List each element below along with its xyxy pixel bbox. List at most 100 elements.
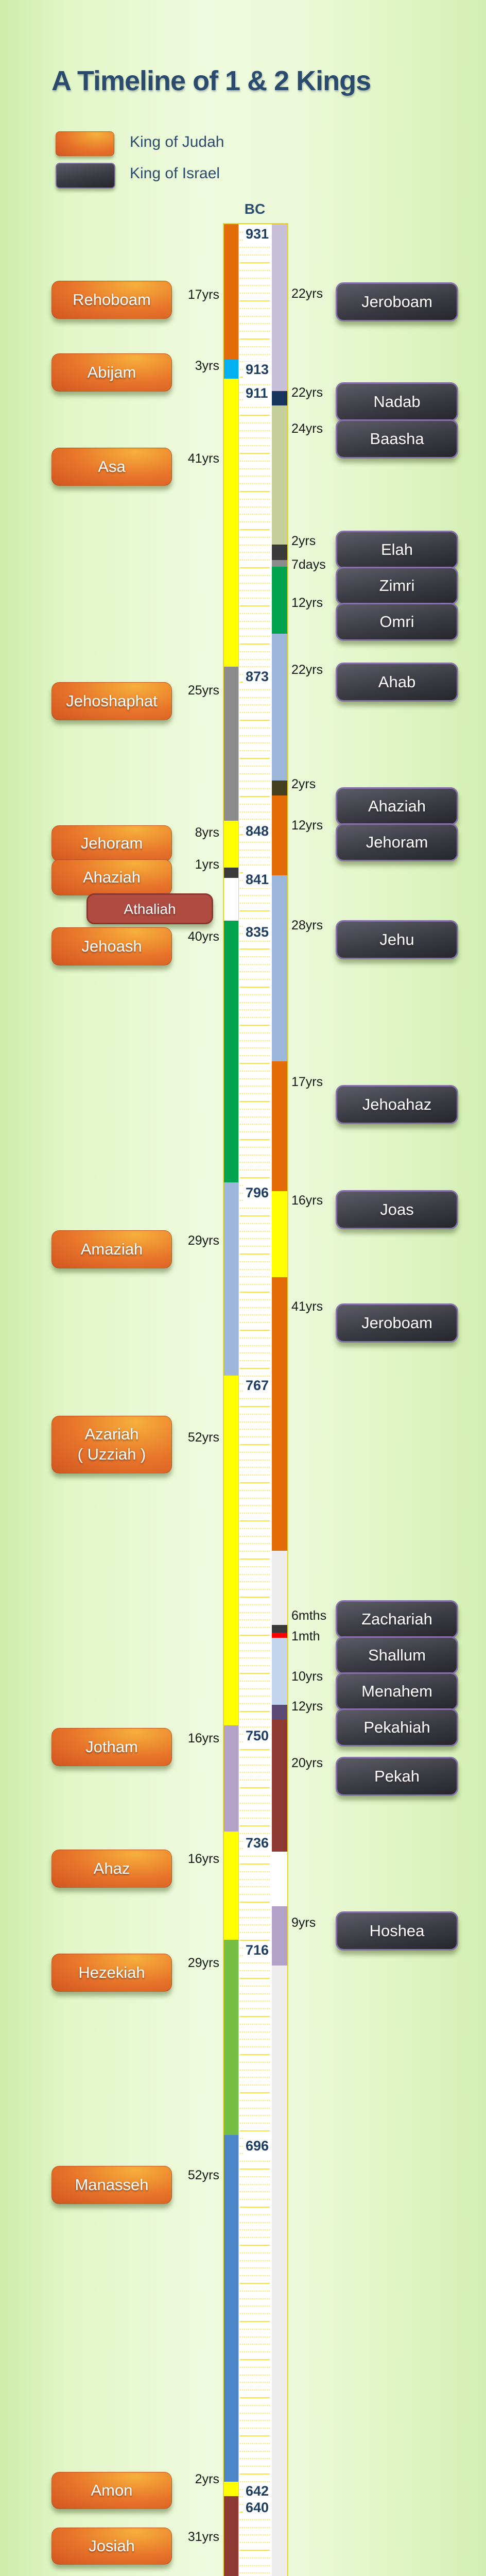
year-gridline bbox=[240, 1543, 270, 1545]
year-gridline bbox=[240, 2092, 270, 2093]
israel-reign-length-jehu: 28yrs bbox=[291, 918, 323, 933]
year-gridline bbox=[240, 2435, 270, 2436]
year-gridline bbox=[240, 483, 270, 485]
year-gridline bbox=[240, 1886, 270, 1888]
year-gridline bbox=[240, 1718, 270, 1720]
year-gridline bbox=[240, 2084, 270, 2086]
israel-king-box-joas: Joas bbox=[336, 1190, 458, 1229]
year-gridline bbox=[240, 1040, 270, 1041]
year-gridline bbox=[240, 590, 270, 591]
year-gridline bbox=[240, 1833, 270, 1834]
judah-reign-length-rehoboam: 17yrs bbox=[187, 287, 219, 302]
israel-segment-elah bbox=[272, 545, 287, 560]
year-gridline bbox=[240, 2260, 270, 2261]
judah-king-box-jehoram: Jehoram bbox=[51, 825, 172, 861]
year-gridline bbox=[240, 1696, 270, 1697]
year-gridline bbox=[240, 1154, 270, 1156]
year-gridline bbox=[240, 773, 270, 774]
year-gridline bbox=[240, 1772, 270, 1773]
year-gridline bbox=[240, 506, 270, 507]
israel-king-box-baasha: Baasha bbox=[336, 419, 458, 459]
israel-king-name: Omri bbox=[379, 612, 414, 631]
israel-segment-jeroboam bbox=[272, 224, 287, 391]
year-gridline bbox=[240, 468, 270, 469]
year-gridline bbox=[240, 2046, 270, 2048]
judah-segment-ahaziah bbox=[224, 868, 238, 878]
israel-reign-length-menahem: 10yrs bbox=[291, 1669, 323, 1684]
year-gridline bbox=[240, 2389, 270, 2391]
judah-segment-amaziah bbox=[224, 1182, 238, 1376]
year-gridline bbox=[240, 2077, 270, 2078]
year-gridline bbox=[240, 1292, 270, 1293]
year-gridline bbox=[240, 2397, 270, 2398]
year-gridline bbox=[240, 1162, 270, 1163]
year-gridline bbox=[240, 658, 270, 660]
year-gridline bbox=[240, 1932, 270, 1934]
year-gridline bbox=[240, 574, 270, 576]
year-gridline bbox=[240, 2267, 270, 2269]
year-gridline bbox=[240, 2557, 270, 2558]
judah-king-box-hezekiah: Hezekiah bbox=[51, 1954, 172, 1992]
year-gridline bbox=[240, 2115, 270, 2116]
judah-segment-jehoash bbox=[224, 921, 238, 1182]
israel-king-name: Hoshea bbox=[369, 1921, 425, 1940]
year-gridline bbox=[240, 1467, 270, 1468]
year-gridline bbox=[240, 697, 270, 698]
year-gridline bbox=[240, 620, 270, 622]
year-gridline bbox=[240, 1520, 270, 1521]
israel-king-name: Pekah bbox=[374, 1767, 420, 1785]
israel-segment-joas bbox=[272, 1191, 287, 1277]
year-gridline bbox=[240, 2008, 270, 2010]
year-gridline bbox=[240, 2275, 270, 2277]
year-gridline bbox=[240, 1581, 270, 1583]
year-gridline bbox=[240, 2534, 270, 2536]
year-gridline bbox=[240, 407, 270, 409]
israel-segment-hoshea bbox=[272, 1906, 287, 1965]
year-gridline bbox=[240, 857, 270, 858]
year-gridline bbox=[240, 2313, 270, 2315]
year-gridline bbox=[240, 415, 270, 416]
year-gridline bbox=[240, 1246, 270, 1247]
year-gridline bbox=[240, 712, 270, 714]
israel-reign-length-joas: 16yrs bbox=[291, 1193, 323, 1208]
year-gridline bbox=[240, 1985, 270, 1987]
year-gridline bbox=[240, 1909, 270, 1910]
year-gridline bbox=[240, 865, 270, 866]
year-gridline bbox=[240, 2481, 270, 2482]
israel-king-box-zachariah: Zachariah bbox=[336, 1600, 458, 1638]
year-gridline bbox=[240, 346, 270, 347]
year-gridline bbox=[240, 1177, 270, 1178]
year-gridline bbox=[240, 285, 270, 286]
judah-king-name: Manasseh bbox=[75, 2175, 149, 2194]
judah-reign-length-amaziah: 29yrs bbox=[187, 1233, 219, 1248]
year-gridline bbox=[240, 895, 270, 896]
year-gridline bbox=[240, 1535, 270, 1537]
year-gridline bbox=[240, 849, 270, 851]
israel-reign-length-omri: 12yrs bbox=[291, 596, 323, 610]
israel-king-name: Jehoahaz bbox=[362, 1095, 432, 1113]
year-marker-736: 736 bbox=[243, 1835, 272, 1852]
year-gridline bbox=[240, 1497, 270, 1499]
year-gridline bbox=[240, 803, 270, 805]
year-gridline bbox=[240, 2420, 270, 2421]
israel-king-name: Zimri bbox=[379, 576, 415, 595]
judah-legend-label: King of Judah bbox=[130, 133, 224, 150]
year-gridline bbox=[240, 1139, 270, 1140]
israel-segment-pekahiah bbox=[272, 1705, 287, 1719]
year-gridline bbox=[240, 255, 270, 256]
year-gridline bbox=[240, 300, 270, 301]
israel-segment-pekah bbox=[272, 1719, 287, 1852]
year-gridline bbox=[240, 1764, 270, 1766]
year-gridline bbox=[240, 1566, 270, 1567]
year-gridline bbox=[240, 704, 270, 706]
year-gridline bbox=[240, 2412, 270, 2414]
year-gridline bbox=[240, 1688, 270, 1689]
year-gridline bbox=[240, 1513, 270, 1514]
year-gridline bbox=[240, 2222, 270, 2223]
year-gridline bbox=[240, 1093, 270, 1095]
judah-king-box-amaziah: Amaziah bbox=[51, 1230, 172, 1268]
israel-reign-length-jehoahaz: 17yrs bbox=[291, 1075, 323, 1089]
year-gridline bbox=[240, 1170, 270, 1171]
year-gridline bbox=[240, 552, 270, 553]
year-gridline bbox=[240, 971, 270, 973]
